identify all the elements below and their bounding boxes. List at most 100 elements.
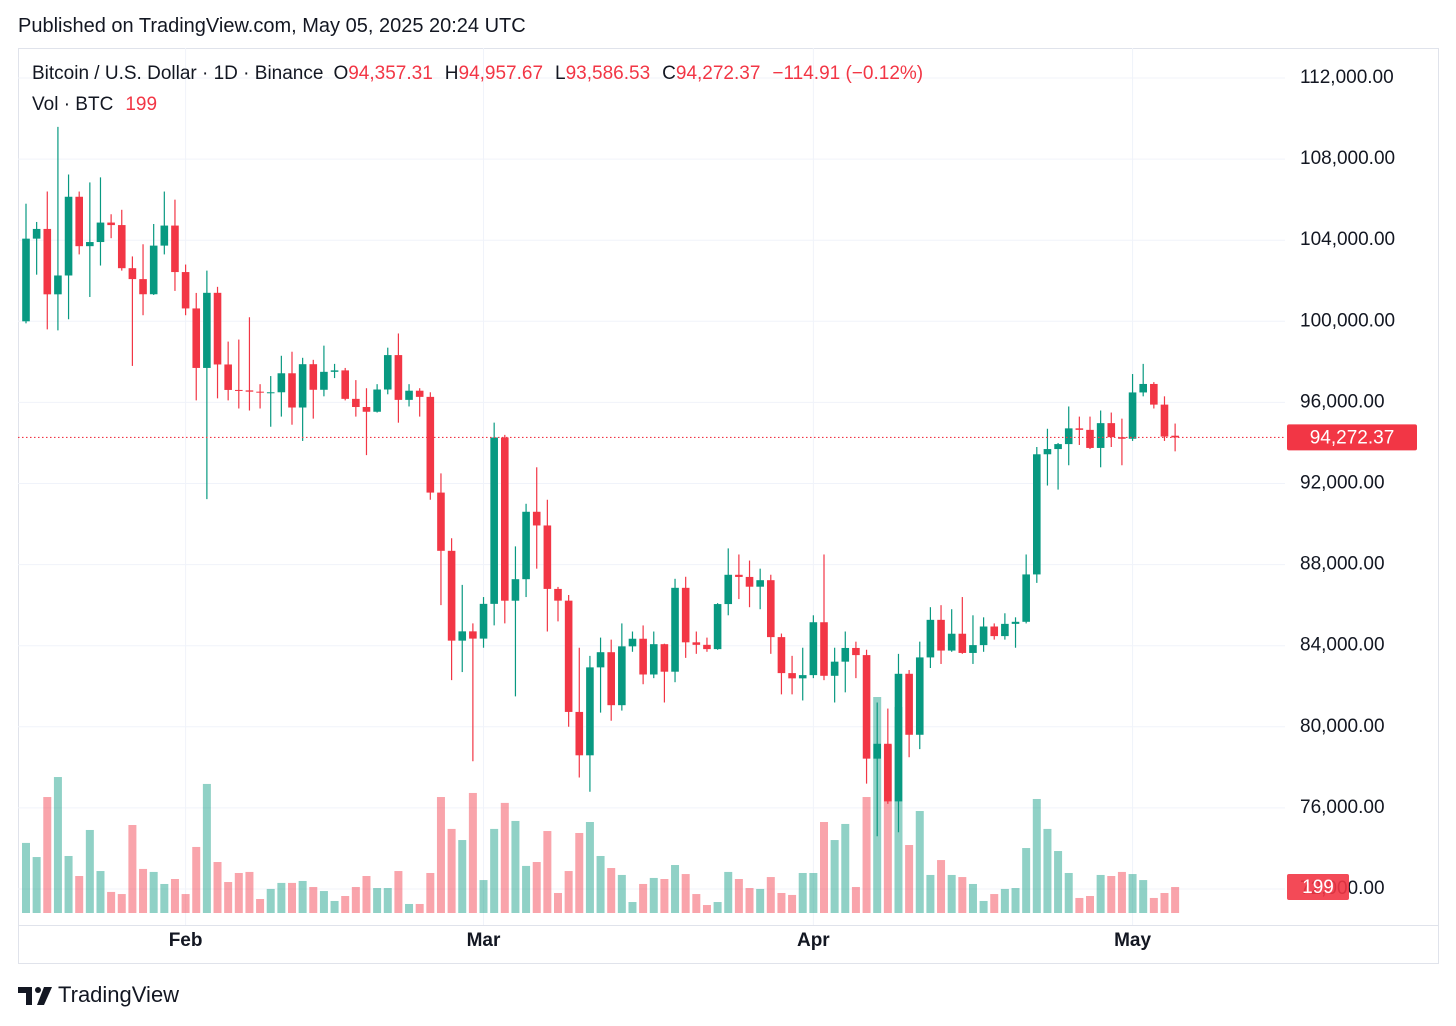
- candle-body: [341, 370, 349, 399]
- candle-body: [160, 225, 169, 246]
- volume-bar: [607, 868, 616, 913]
- candle-body: [213, 292, 222, 365]
- volume-bar: [617, 874, 626, 913]
- candle-body: [979, 626, 988, 646]
- volume-bar: [319, 891, 328, 913]
- chart-frame: [18, 48, 1439, 964]
- volume-bar: [596, 855, 605, 913]
- volume-bar: [671, 865, 680, 913]
- candle-body: [490, 437, 498, 604]
- candle-body: [756, 580, 764, 587]
- legend-key: L: [555, 63, 566, 84]
- candle-body: [373, 389, 381, 412]
- candle-body: [1096, 423, 1105, 448]
- volume-bar: [362, 875, 371, 913]
- volume-bar: [979, 900, 988, 913]
- published-note: Published on TradingView.com, May 05, 20…: [18, 15, 526, 37]
- candle-body: [660, 644, 669, 672]
- y-tick-label: 108,000.00: [1300, 148, 1395, 169]
- candle-body: [437, 492, 445, 551]
- volume-bar: [266, 888, 275, 913]
- volume-bar: [841, 823, 850, 913]
- candle-body: [830, 661, 839, 676]
- volume-bar: [947, 874, 956, 913]
- y-tick-label: 92,000.00: [1300, 473, 1385, 494]
- volume-bar: [170, 879, 179, 913]
- volume-value-box: [1287, 873, 1349, 900]
- y-tick-label: 112,000.00: [1300, 67, 1394, 88]
- candle-body: [32, 228, 41, 239]
- last-price-box: [1287, 424, 1417, 451]
- candle-body: [43, 228, 52, 295]
- volume-bar: [554, 892, 562, 913]
- volume-bar: [22, 842, 30, 913]
- candle-body: [383, 355, 392, 390]
- volume-bar: [383, 888, 392, 913]
- volume-bar: [575, 832, 584, 913]
- volume-bar: [692, 894, 701, 913]
- candle-body: [873, 743, 881, 759]
- candle-body: [532, 511, 541, 526]
- candle-body: [649, 644, 658, 675]
- candle-body: [777, 637, 786, 674]
- legend-key: O: [333, 63, 349, 84]
- candle-body: [607, 652, 615, 706]
- candle-body: [990, 626, 999, 637]
- volume-bar: [85, 829, 94, 913]
- candle-body: [426, 396, 435, 493]
- candle-body: [235, 389, 243, 391]
- candle-body: [852, 647, 860, 656]
- volume-bar: [1139, 880, 1148, 913]
- x-tick-label: Apr: [797, 930, 830, 951]
- y-tick-label: 104,000.00: [1300, 229, 1395, 250]
- volume-bar: [213, 862, 222, 913]
- volume-bar: [1075, 897, 1084, 913]
- volume-bar: [373, 888, 382, 913]
- candle-body: [671, 587, 679, 672]
- x-tick-label: Mar: [467, 930, 501, 951]
- volume-bar: [1086, 896, 1094, 913]
- volume-bar: [937, 860, 946, 913]
- candle-body: [1086, 429, 1094, 448]
- volume-bar: [479, 880, 488, 913]
- candle-body: [947, 633, 956, 651]
- candle-body: [798, 675, 807, 679]
- candle-body: [543, 525, 552, 589]
- candle-body: [1011, 621, 1020, 624]
- volume-bar: [309, 886, 318, 913]
- candle-body: [1001, 623, 1009, 637]
- grid: [18, 48, 1285, 925]
- candle-body: [788, 673, 796, 679]
- volume-bar: [341, 896, 350, 913]
- volume-bar: [160, 883, 169, 913]
- candle-body: [298, 364, 307, 408]
- candle-body: [181, 272, 190, 309]
- candle-body: [320, 371, 328, 390]
- volume-bar: [820, 821, 828, 913]
- volume-bar: [394, 871, 403, 913]
- candle-body: [266, 392, 275, 394]
- symbol: Bitcoin / U.S. Dollar · 1D · Binance: [32, 63, 324, 84]
- volume-bar: [745, 888, 754, 913]
- volume-bar: [660, 879, 669, 913]
- candle-body: [915, 657, 924, 735]
- candle-body: [330, 370, 339, 372]
- volume-bar: [64, 855, 73, 913]
- volume-bar: [468, 792, 477, 913]
- volume-bar: [681, 874, 690, 913]
- candle-body: [937, 619, 945, 651]
- volume-bar: [458, 840, 467, 913]
- volume-bar: [532, 862, 541, 913]
- candle-body: [96, 222, 105, 243]
- candle-body: [1064, 428, 1073, 445]
- candle-body: [501, 437, 509, 601]
- candle-body: [969, 645, 977, 653]
- x-tick-label: May: [1114, 930, 1151, 951]
- candle-body: [1139, 383, 1147, 393]
- y-tick-label: 80,000.00: [1300, 716, 1385, 737]
- legend-value: 93,586.53: [565, 63, 651, 84]
- volume-bar: [32, 857, 41, 913]
- candle-body: [54, 275, 62, 295]
- volume-bar: [245, 871, 254, 913]
